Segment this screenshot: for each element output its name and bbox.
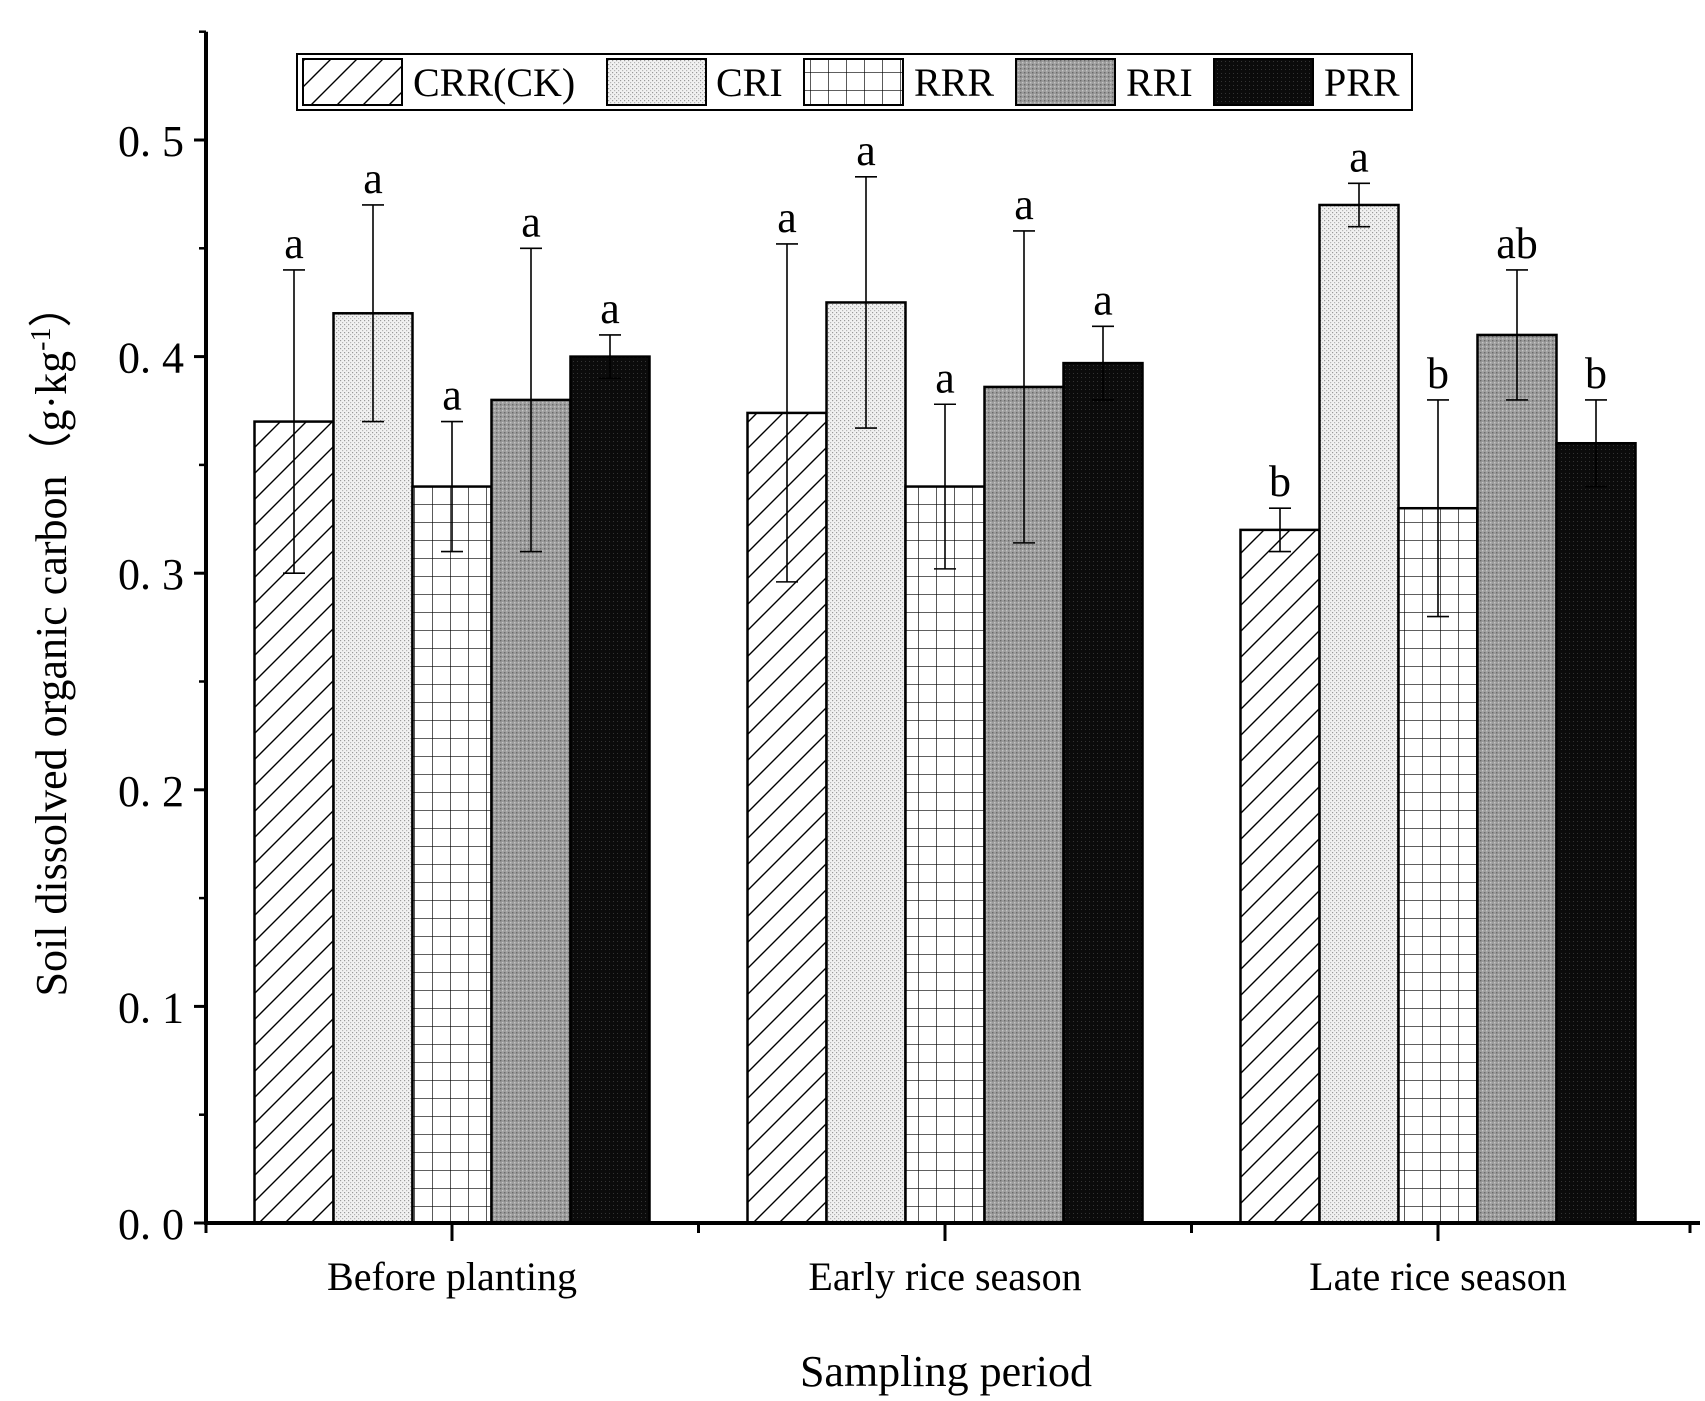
bar-prr-2 (1555, 441, 1637, 1225)
axes: 0. 0 0. 1 0. 2 0. 3 0. 4 0. 5 Before planting E… (118, 30, 1700, 1299)
legend-swatch (803, 58, 904, 106)
bars (253, 203, 1637, 1225)
y-axis-label-main: Soil dissolved organic carbon（g·kg (27, 351, 76, 997)
legend-label: RRR (914, 60, 994, 105)
y-tick-label: 0. 3 (118, 550, 184, 599)
y-tick-label: 0. 5 (118, 117, 184, 166)
legend-swatch (606, 58, 707, 106)
x-tick-label: Before planting (327, 1254, 577, 1299)
legend-label: PRR (1324, 60, 1400, 105)
legend-swatch (302, 58, 403, 106)
legend-swatch (1213, 58, 1314, 106)
bar-cri-1 (825, 301, 907, 1225)
legend: CRR(CK) CRI RRR RRI PRR (296, 53, 1413, 111)
legend-label: CRR(CK) (413, 60, 575, 105)
error-bar (1427, 399, 1449, 618)
significance-letter: a (777, 193, 797, 242)
bar-crr-ck-2 (1239, 528, 1321, 1225)
significance-letter: a (1093, 275, 1113, 324)
significance-letter: a (1014, 180, 1034, 229)
bar-rrr-1 (904, 485, 986, 1225)
significance-letter: a (935, 353, 955, 402)
bar-cri-2 (1318, 203, 1400, 1225)
bar-prr-0 (569, 355, 651, 1225)
bar-rri-2 (1476, 333, 1558, 1225)
error-bar (1092, 325, 1114, 401)
y-axis-label-superscript: -1 (26, 328, 57, 351)
error-bar (283, 269, 305, 575)
error-bar (776, 243, 798, 583)
significance-letter: a (600, 284, 620, 333)
error-bars (283, 176, 1607, 618)
significance-letter: a (521, 197, 541, 246)
y-tick-label: 0. 0 (118, 1200, 184, 1249)
bar-prr-1 (1062, 361, 1144, 1225)
legend-swatch (1015, 58, 1116, 106)
bar-rrr-0 (411, 485, 493, 1225)
x-tick-label: Early rice season (808, 1254, 1081, 1299)
legend-label: RRI (1126, 60, 1193, 105)
error-bar (520, 247, 542, 553)
significance-letter: a (1349, 132, 1369, 181)
error-bar (599, 334, 621, 380)
significance-letter: b (1585, 349, 1607, 398)
significance-letter: b (1269, 457, 1291, 506)
significance-letter: a (856, 126, 876, 175)
x-axis-label: Sampling period (800, 1347, 1092, 1396)
error-bar (1506, 269, 1528, 401)
error-bar (362, 204, 384, 423)
error-bar (1585, 399, 1607, 488)
error-bar (1348, 182, 1370, 228)
significance-letter: a (284, 219, 304, 268)
y-tick-label: 0. 2 (118, 767, 184, 816)
bar-rrr-2 (1397, 506, 1479, 1225)
error-bar (1269, 507, 1291, 553)
y-tick-label: 0. 4 (118, 334, 184, 383)
y-tick-label: 0. 1 (118, 983, 184, 1032)
error-bar (855, 176, 877, 429)
significance-letter: ab (1496, 219, 1538, 268)
significance-letter: a (442, 371, 462, 420)
error-bar (1013, 230, 1035, 544)
y-axis-label: Soil dissolved organic carbon（g·kg-1） (26, 284, 76, 997)
error-bar (934, 403, 956, 570)
significance-letter: b (1427, 349, 1449, 398)
legend-label: CRI (716, 60, 783, 105)
y-axis-label-close: ） (27, 284, 76, 328)
error-bar (441, 420, 463, 553)
significance-letter: a (363, 154, 383, 203)
x-tick-label: Late rice season (1309, 1254, 1567, 1299)
bar-cri-0 (332, 312, 414, 1225)
